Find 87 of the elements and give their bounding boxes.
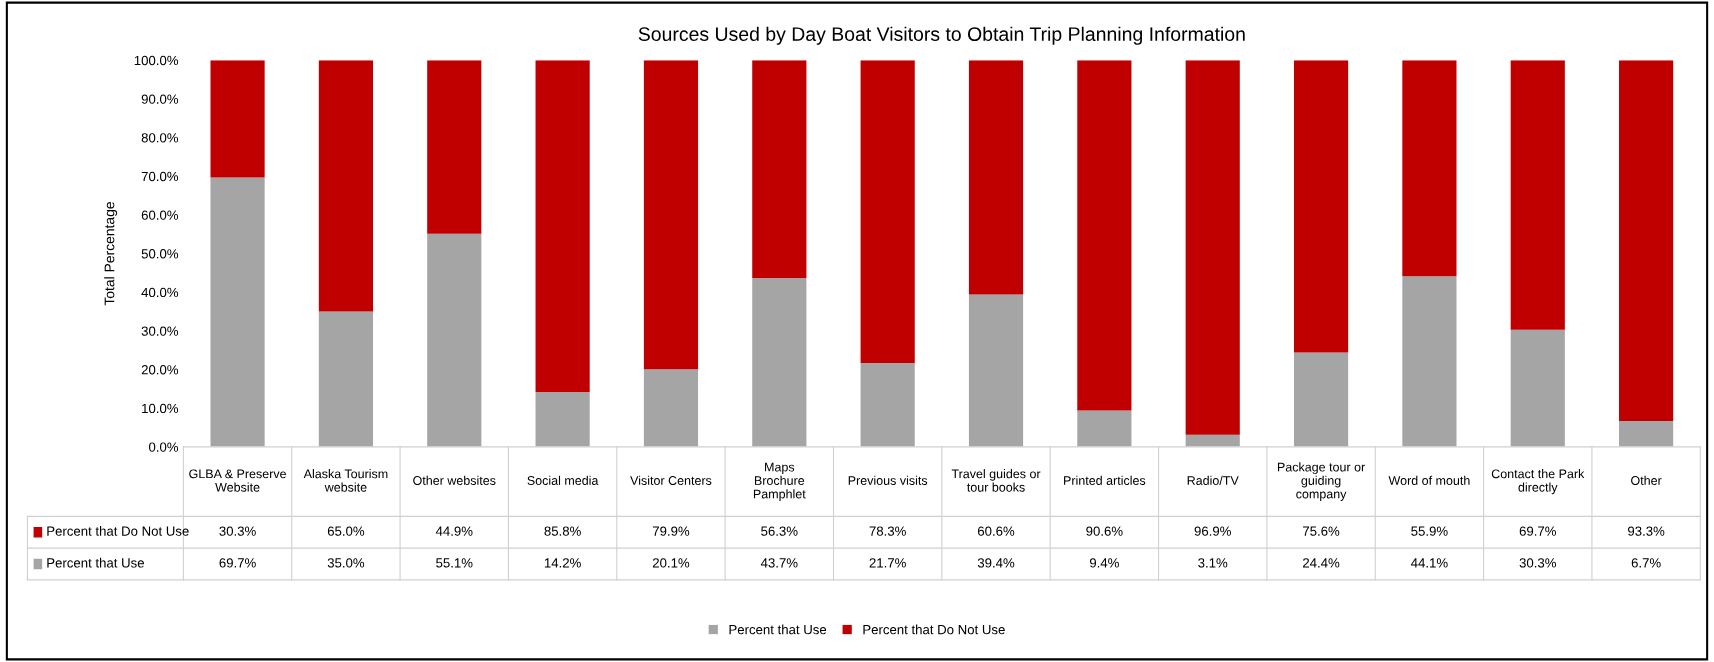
y-tick-label: 80.0% bbox=[141, 133, 179, 143]
y-tick-label: 40.0% bbox=[141, 287, 179, 298]
x-tick-label: Package tour or guiding company bbox=[1277, 462, 1365, 501]
bar bbox=[643, 60, 699, 370]
bar bbox=[860, 362, 915, 447]
x-tick-label: Printed articles bbox=[1064, 475, 1146, 485]
text: Percent that Use bbox=[729, 624, 827, 635]
x-tick-label: Travel guides or tour books bbox=[951, 469, 1041, 492]
bar bbox=[318, 60, 374, 312]
x-tick-label: GLBA & Preserve Website bbox=[189, 469, 286, 492]
data-label: 21.7% bbox=[869, 558, 906, 568]
data-label: 3.1% bbox=[1198, 558, 1228, 568]
y-tick-label: 10.0% bbox=[142, 403, 179, 414]
bar bbox=[1077, 410, 1132, 447]
bar bbox=[210, 60, 265, 178]
bar bbox=[1402, 276, 1457, 447]
data-label: 43.7% bbox=[760, 558, 798, 568]
bar bbox=[1619, 60, 1674, 421]
data-label: 30.3% bbox=[1519, 558, 1556, 568]
y-tick-label: 90.0% bbox=[141, 94, 179, 104]
bar bbox=[535, 60, 590, 392]
data-label: 30.3% bbox=[219, 526, 256, 536]
x-tick-label: Social media bbox=[527, 475, 599, 485]
chart-title: Sources Used by Day Boat Visitors to Obtain Trip Planning Information bbox=[638, 26, 1245, 45]
bar bbox=[752, 60, 807, 278]
data-label: 93.3% bbox=[1628, 526, 1665, 536]
data-label: 56.3% bbox=[761, 526, 798, 536]
y-tick-label: 70.0% bbox=[141, 171, 179, 182]
data-label: 44.9% bbox=[435, 526, 473, 536]
x-tick-label: Other bbox=[1631, 475, 1662, 485]
legend-label: Percent that Use bbox=[47, 557, 144, 568]
text: Percent that Do Not Use bbox=[863, 624, 1005, 635]
bar bbox=[860, 60, 915, 363]
bar bbox=[1185, 60, 1240, 435]
data-label: 24.4% bbox=[1303, 558, 1340, 568]
legend-label: Percent that Do Not Use bbox=[47, 526, 189, 536]
bar bbox=[318, 311, 374, 447]
x-tick-label: Visitor Centers bbox=[630, 475, 712, 485]
data-label: 96.9% bbox=[1194, 526, 1231, 536]
bar bbox=[1077, 60, 1132, 411]
y-tick-label: 20.0% bbox=[141, 365, 179, 375]
x-tick-label: Word of mouth bbox=[1388, 475, 1470, 485]
data-label: 14.2% bbox=[544, 558, 581, 568]
bar bbox=[1185, 434, 1240, 447]
x-tick-label: Previous visits bbox=[848, 475, 928, 485]
bar bbox=[1619, 420, 1674, 447]
data-label: 65.0% bbox=[327, 526, 365, 536]
bar bbox=[1402, 60, 1457, 277]
data-label: 90.6% bbox=[1086, 526, 1123, 536]
data-label: 39.4% bbox=[977, 558, 1015, 568]
y-tick-label: 60.0% bbox=[141, 210, 179, 220]
data-label: 79.9% bbox=[652, 526, 690, 536]
bar bbox=[1510, 60, 1565, 330]
data-label: 44.1% bbox=[1411, 558, 1448, 568]
data-label: 6.7% bbox=[1631, 558, 1661, 568]
x-tick-label: Alaska Tourism website bbox=[303, 469, 388, 492]
data-label: 20.1% bbox=[652, 558, 690, 568]
bar bbox=[210, 177, 265, 447]
y-axis-title: Total Percentage bbox=[104, 202, 118, 306]
data-label: 78.3% bbox=[869, 526, 906, 536]
bar bbox=[643, 369, 699, 447]
x-tick-label: Radio/TV bbox=[1187, 475, 1239, 485]
data-label: 35.0% bbox=[327, 558, 365, 568]
y-tick-label: 30.0% bbox=[141, 326, 179, 336]
data-label: 55.9% bbox=[1411, 526, 1448, 536]
x-tick-label: Other websites bbox=[413, 475, 496, 485]
x-tick-label: Contact the Park directly bbox=[1491, 469, 1585, 495]
data-label: 55.1% bbox=[436, 558, 473, 568]
data-label: 69.7% bbox=[219, 558, 256, 568]
bar bbox=[427, 233, 482, 447]
bar bbox=[1293, 60, 1349, 353]
bar bbox=[427, 60, 482, 234]
data-label: 69.7% bbox=[1519, 526, 1556, 536]
y-tick-label: 50.0% bbox=[141, 249, 179, 259]
x-tick-label: Maps Brochure Pamphlet bbox=[753, 462, 806, 501]
data-label: 9.4% bbox=[1089, 558, 1119, 568]
bar bbox=[968, 294, 1024, 447]
data-label: 60.6% bbox=[977, 526, 1015, 536]
y-tick-label: 0.0% bbox=[148, 442, 179, 452]
data-label: 85.8% bbox=[544, 526, 581, 536]
bar bbox=[535, 391, 590, 447]
data-label: 75.6% bbox=[1303, 526, 1340, 536]
bar bbox=[752, 277, 807, 447]
bar bbox=[1293, 352, 1349, 447]
bar bbox=[1510, 329, 1565, 447]
y-tick-label: 100.0% bbox=[134, 55, 179, 66]
bar bbox=[968, 60, 1024, 295]
